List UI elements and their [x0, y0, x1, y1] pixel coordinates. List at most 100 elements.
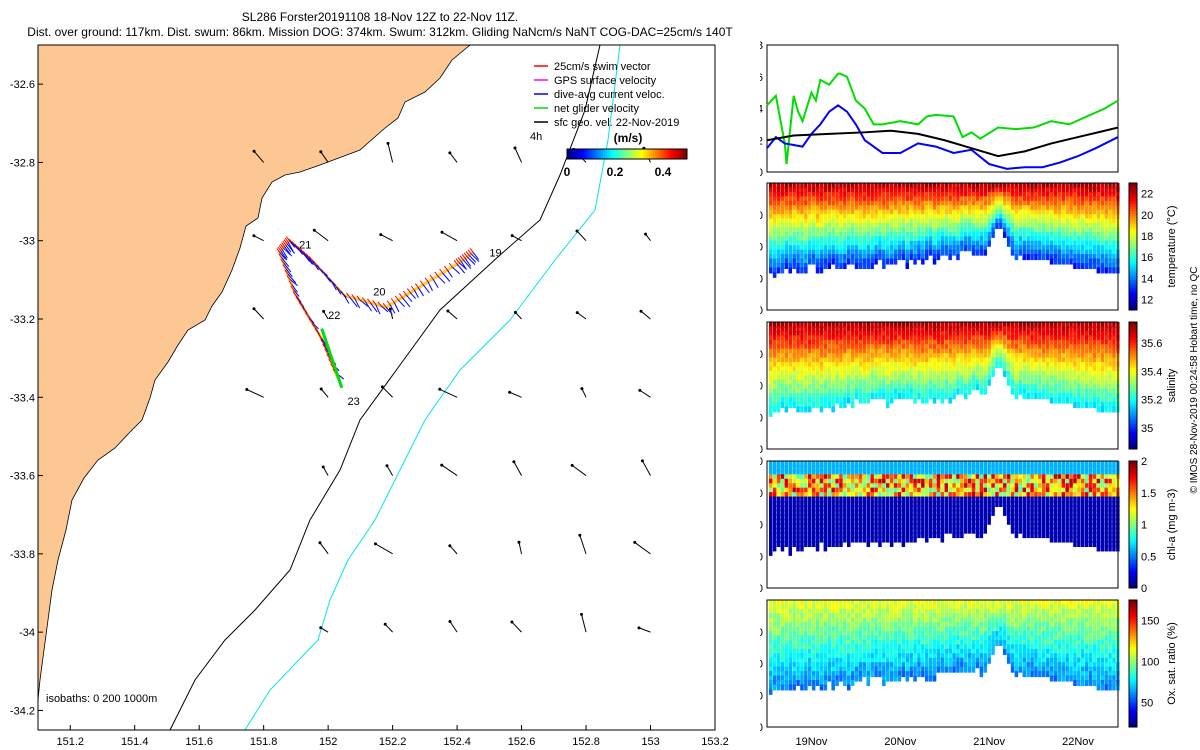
profile-data-cell [788, 523, 792, 530]
profile-data-cell [921, 478, 925, 485]
profile-data-cell [870, 527, 874, 534]
profile-data-cell [1092, 339, 1097, 346]
profile-data-cell [1006, 461, 1011, 467]
profile-data-cell [819, 388, 824, 395]
profile-data-cell [928, 357, 933, 364]
profile-data-cell [1081, 348, 1085, 355]
profile-data-cell [960, 496, 964, 503]
profile-data-cell [784, 254, 789, 261]
profile-data-cell [1026, 496, 1030, 503]
profile-data-cell [870, 263, 874, 270]
profile-data-cell [815, 267, 820, 274]
profile-data-cell [983, 214, 987, 221]
profile-data-cell [866, 393, 870, 400]
profile-data-cell [1081, 330, 1085, 337]
profile-data-cell [897, 214, 902, 221]
profile-data-cell [1057, 326, 1062, 333]
profile-data-cell [819, 183, 824, 189]
profile-data-cell [866, 258, 870, 265]
profile-data-cell [862, 397, 867, 404]
profile-data-cell [804, 344, 808, 351]
profile-data-cell [874, 532, 878, 539]
profile-data-cell [886, 218, 890, 225]
profile-data-cell [940, 518, 945, 525]
profile-data-cell [1014, 236, 1019, 243]
profile-data-cell [1088, 357, 1093, 364]
profile-data-cell [862, 240, 867, 247]
profile-data-cell [1014, 514, 1019, 521]
swim-vector [469, 248, 474, 253]
profile-data-cell [983, 236, 987, 243]
profile-data-cell [991, 223, 995, 230]
profile-data-cell [1096, 218, 1101, 225]
profile-data-cell [917, 509, 921, 516]
profile-data-cell [909, 461, 913, 467]
profile-data-cell [1096, 353, 1101, 360]
profile-data-cell [1065, 245, 1069, 252]
profile-data-cell [839, 263, 843, 270]
profile-data-cell [952, 236, 956, 243]
profile-data-cell [1014, 461, 1019, 467]
profile-data-cell [925, 375, 929, 382]
profile-data-cell [909, 509, 913, 516]
profile-data-cell [780, 200, 785, 207]
profile-data-cell [784, 487, 789, 494]
profile-data-cell [800, 465, 804, 472]
profile-data-cell [1065, 388, 1069, 395]
profile-data-cell [925, 245, 929, 252]
profile-data-cell [983, 375, 987, 382]
profile-data-cell [1010, 187, 1015, 194]
profile-data-cell [819, 469, 824, 476]
dive-avg-current-vector [283, 262, 292, 273]
profile-data-cell [979, 469, 984, 476]
profile-data-cell [999, 191, 1003, 198]
profile-data-cell [854, 326, 859, 333]
profile-data-cell [811, 532, 816, 539]
profile-data-cell [819, 393, 824, 400]
profile-data-cell [967, 191, 972, 198]
profile-data-cell [835, 393, 839, 400]
profile-data-cell [784, 541, 789, 548]
profile-data-cell [1006, 505, 1011, 512]
profile-data-cell [815, 263, 820, 270]
profile-data-cell [1014, 375, 1019, 382]
profile-data-cell [874, 384, 878, 391]
profile-data-cell [847, 236, 851, 243]
dive-avg-current-vector [308, 257, 314, 266]
profile-data-cell [975, 209, 980, 216]
profile-data-cell [1073, 344, 1077, 351]
profile-data-cell [811, 330, 816, 337]
profile-data-cell [971, 218, 976, 225]
profile-data-cell [1038, 362, 1042, 369]
profile-data-cell [850, 191, 855, 198]
profile-data-cell [1057, 375, 1062, 382]
profile-data-cell [1081, 223, 1085, 230]
profile-data-cell [1014, 223, 1019, 230]
profile-data-cell [858, 536, 863, 543]
profile-data-cell [772, 393, 777, 400]
profile-data-cell [870, 357, 874, 364]
profile-data-cell [874, 344, 878, 351]
profile-data-cell [917, 187, 921, 194]
profile-data-cell [772, 496, 777, 503]
profile-data-cell [886, 214, 890, 221]
profile-data-cell [1010, 335, 1015, 342]
profile-data-cell [889, 483, 894, 490]
profile-data-cell [979, 249, 984, 256]
profile-data-cell [932, 492, 937, 499]
profile-data-cell [1053, 258, 1058, 265]
profile-data-cell [819, 214, 824, 221]
profile-data-cell [769, 339, 773, 346]
profile-data-cell [905, 218, 909, 225]
profile-data-cell [952, 505, 956, 512]
profile-data-cell [1010, 483, 1015, 490]
profile-data-cell [1100, 263, 1104, 270]
profile-data-cell [925, 397, 929, 404]
profile-data-cell [1003, 357, 1007, 364]
profile-data-cell [979, 223, 984, 230]
profile-data-cell [870, 501, 874, 508]
profile-data-cell [1010, 487, 1015, 494]
profile-data-cell [936, 518, 941, 525]
profile-data-cell [995, 478, 999, 485]
profile-data-cell [913, 478, 917, 485]
